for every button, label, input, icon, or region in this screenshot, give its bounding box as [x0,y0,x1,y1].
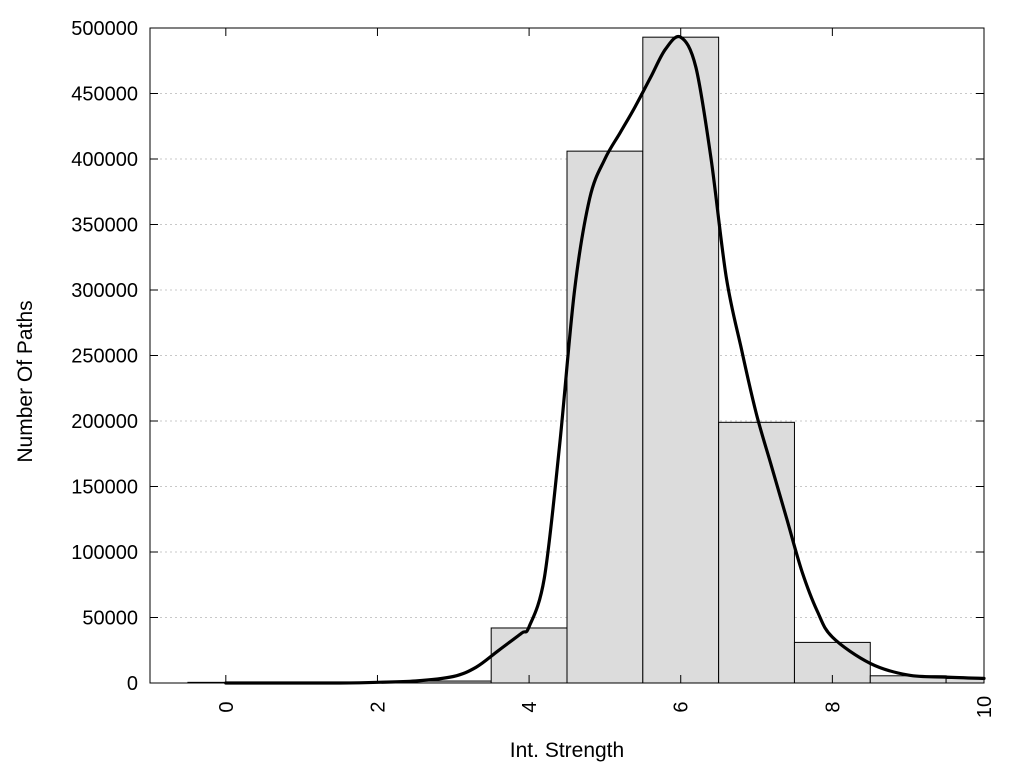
histogram-bars [187,36,985,684]
histogram-bar [642,36,720,684]
y-tick-label: 250000 [71,346,138,368]
histogram-bar [718,421,795,684]
x-tick-label: 10 [974,696,996,718]
x-tick-label: 4 [519,701,541,712]
y-tick-label: 0 [127,673,138,695]
x-axis-title: Int. Strength [510,739,624,762]
x-tick-label: 8 [822,701,844,712]
y-tick-label: 100000 [71,542,138,564]
y-tick-label: 50000 [82,608,138,630]
density-curve [224,34,986,685]
y-tick-label: 450000 [71,84,138,106]
y-tick-label: 500000 [71,18,138,40]
y-tick-label: 150000 [71,477,138,499]
y-axis-ticks: 0 50000 100000 150000 200000 250000 300000 3500… [71,18,984,695]
histogram-bar [490,627,568,684]
y-tick-label: 350000 [71,215,138,237]
y-tick-label: 300000 [71,280,138,302]
x-tick-label: 0 [216,701,238,712]
y-tick-label: 200000 [71,411,138,433]
x-axis-ticks: 0 2 4 6 8 10 [216,28,996,718]
histogram-bar [566,150,644,684]
x-tick-label: 6 [671,701,693,712]
y-tick-label: 400000 [71,149,138,171]
y-axis-title: Number Of Paths [14,300,37,462]
x-tick-label: 2 [367,701,389,712]
